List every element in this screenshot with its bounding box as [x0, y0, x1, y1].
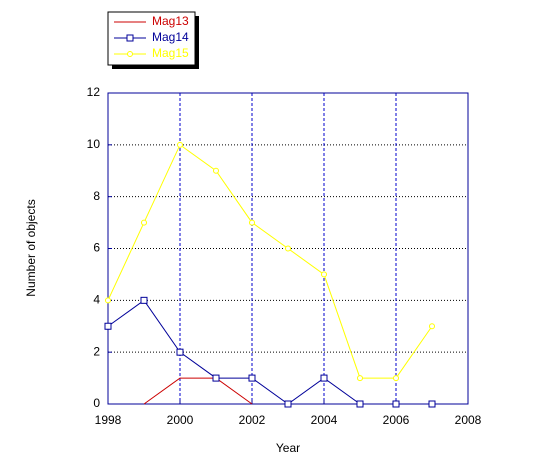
data-point [248, 374, 256, 382]
data-point [428, 400, 436, 408]
data-point [285, 245, 291, 252]
data-point [212, 374, 220, 382]
legend-marker [126, 34, 134, 42]
y-tick-label: 4 [93, 293, 100, 307]
legend-label: Mag13 [152, 14, 189, 28]
data-point [104, 322, 112, 330]
legend-label: Mag14 [152, 30, 189, 44]
y-tick-label: 6 [93, 241, 100, 255]
x-tick-label: 2006 [383, 413, 410, 427]
y-tick-label: 0 [93, 396, 100, 410]
data-point [320, 374, 328, 382]
data-point [321, 271, 327, 278]
data-point [213, 167, 219, 174]
y-tick-label: 10 [87, 137, 101, 151]
data-point [392, 400, 400, 408]
series-line [107, 144, 433, 379]
y-axis-label: Number of objects [24, 199, 38, 296]
x-tick-label: 2000 [167, 413, 194, 427]
x-axis-label: Year [276, 441, 300, 455]
y-tick-label: 2 [93, 344, 100, 358]
data-point [140, 296, 148, 304]
data-point [141, 219, 147, 226]
data-point [429, 323, 435, 330]
legend-marker [127, 51, 133, 57]
data-point [176, 348, 184, 356]
series-line [107, 299, 432, 405]
data-point [105, 297, 111, 304]
legend-label: Mag15 [152, 46, 189, 60]
data-point [393, 375, 399, 382]
x-tick-label: 2002 [239, 413, 266, 427]
x-tick-label: 2004 [311, 413, 338, 427]
data-point [177, 141, 183, 148]
data-point [357, 375, 363, 382]
x-tick-label: 1998 [95, 413, 122, 427]
series-line [143, 377, 253, 405]
data-point [284, 400, 292, 408]
data-point [356, 400, 364, 408]
x-tick-label: 2008 [455, 413, 482, 427]
data-point [249, 219, 255, 226]
y-tick-label: 12 [87, 85, 101, 99]
y-tick-label: 8 [93, 189, 100, 203]
